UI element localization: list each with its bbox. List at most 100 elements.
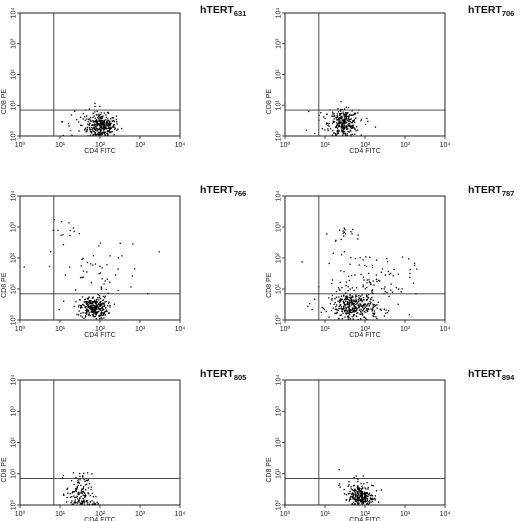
- event-dot: [368, 302, 370, 305]
- event-dot: [109, 126, 111, 128]
- event-dot: [373, 284, 375, 286]
- event-dot: [351, 489, 353, 491]
- event-dot: [369, 298, 372, 300]
- event-dot: [95, 308, 97, 310]
- event-dot: [343, 271, 345, 273]
- event-dot: [366, 304, 368, 306]
- event-dot: [53, 219, 55, 221]
- flow-plot-panel: 10⁰ 10¹ 10² 10³ 10⁴ 10⁰ 10¹ 10² 10³ 10⁴ CD4 FITC CD…: [266, 184, 514, 339]
- event-dot: [350, 486, 352, 488]
- event-dot: [360, 489, 362, 492]
- event-dot: [352, 485, 355, 487]
- event-dot: [373, 313, 376, 315]
- event-dot: [371, 291, 373, 294]
- event-dot: [337, 128, 339, 130]
- event-dot: [89, 122, 91, 124]
- event-dot: [346, 303, 348, 305]
- event-dot: [100, 286, 102, 288]
- event-dot: [359, 305, 361, 307]
- event-dot: [98, 296, 101, 299]
- event-dot: [358, 489, 360, 491]
- event-dot: [356, 303, 358, 305]
- event-dot: [61, 121, 63, 123]
- event-dot: [357, 501, 359, 503]
- event-dot: [358, 295, 360, 297]
- event-dot: [386, 261, 389, 263]
- event-dot: [343, 306, 345, 308]
- event-dot: [332, 120, 334, 122]
- event-dot: [80, 484, 82, 487]
- flow-plot-panel: 10⁰ 10¹ 10² 10³ 10⁴ 10⁰ 10¹ 10² 10³ 10⁴ CD4 FITC CD…: [1, 184, 246, 339]
- event-dot: [96, 125, 98, 127]
- event-dot: [90, 301, 92, 303]
- event-dot: [360, 313, 362, 315]
- event-dot: [352, 498, 354, 500]
- event-dot: [347, 307, 350, 309]
- event-dot: [109, 304, 111, 307]
- event-dot: [81, 488, 84, 490]
- event-dot: [336, 309, 338, 311]
- event-dot: [80, 265, 82, 267]
- event-dot: [393, 268, 395, 271]
- y-axis-label: CD8 PE: [1, 89, 8, 115]
- event-dot: [346, 310, 349, 312]
- event-dot: [371, 497, 373, 499]
- event-dot: [108, 121, 111, 124]
- event-dot: [344, 229, 346, 231]
- event-dot: [388, 273, 391, 275]
- event-dot: [363, 305, 365, 307]
- event-dot: [75, 487, 77, 490]
- event-dot: [90, 310, 92, 312]
- event-dot: [354, 133, 356, 135]
- event-dot: [103, 119, 106, 121]
- event-dot: [100, 133, 103, 135]
- event-dot: [345, 113, 348, 116]
- event-dot: [98, 272, 100, 275]
- event-dot: [372, 312, 374, 314]
- event-dot: [75, 502, 77, 504]
- event-dot: [99, 105, 101, 107]
- event-dot: [97, 311, 99, 314]
- event-dot: [314, 298, 316, 300]
- event-dot: [359, 494, 361, 496]
- event-dot: [87, 120, 89, 123]
- event-dot: [349, 295, 351, 297]
- event-dot: [106, 123, 108, 125]
- event-dot: [52, 229, 54, 231]
- event-dot: [360, 120, 362, 122]
- event-dot: [100, 308, 102, 310]
- event-dot: [86, 483, 88, 485]
- event-dot: [375, 305, 377, 307]
- event-dot: [334, 240, 337, 242]
- event-dot: [372, 304, 375, 306]
- event-dot: [68, 125, 70, 127]
- event-dot: [121, 127, 123, 130]
- event-dot: [374, 499, 376, 501]
- event-dot: [337, 111, 340, 113]
- event-dot: [101, 310, 103, 312]
- event-dot: [357, 304, 359, 307]
- event-dot: [370, 501, 372, 503]
- event-dot: [336, 125, 338, 127]
- event-dot: [85, 501, 87, 503]
- event-dot: [108, 125, 110, 127]
- event-dot: [95, 127, 97, 129]
- event-dot: [80, 116, 82, 118]
- event-dot: [95, 300, 97, 302]
- event-dot: [353, 127, 355, 129]
- event-dot: [116, 123, 118, 125]
- event-dot: [359, 295, 362, 297]
- event-dot: [100, 112, 102, 114]
- event-dot: [86, 129, 88, 131]
- event-dot: [100, 133, 102, 136]
- event-dot: [93, 120, 95, 122]
- event-dot: [344, 309, 346, 311]
- event-dot: [88, 296, 90, 298]
- event-dot: [89, 134, 92, 136]
- event-dot: [358, 499, 360, 501]
- event-dot: [358, 498, 360, 500]
- event-dot: [69, 229, 71, 232]
- event-dot: [408, 314, 411, 316]
- event-dot: [80, 502, 82, 504]
- event-dot: [408, 258, 410, 260]
